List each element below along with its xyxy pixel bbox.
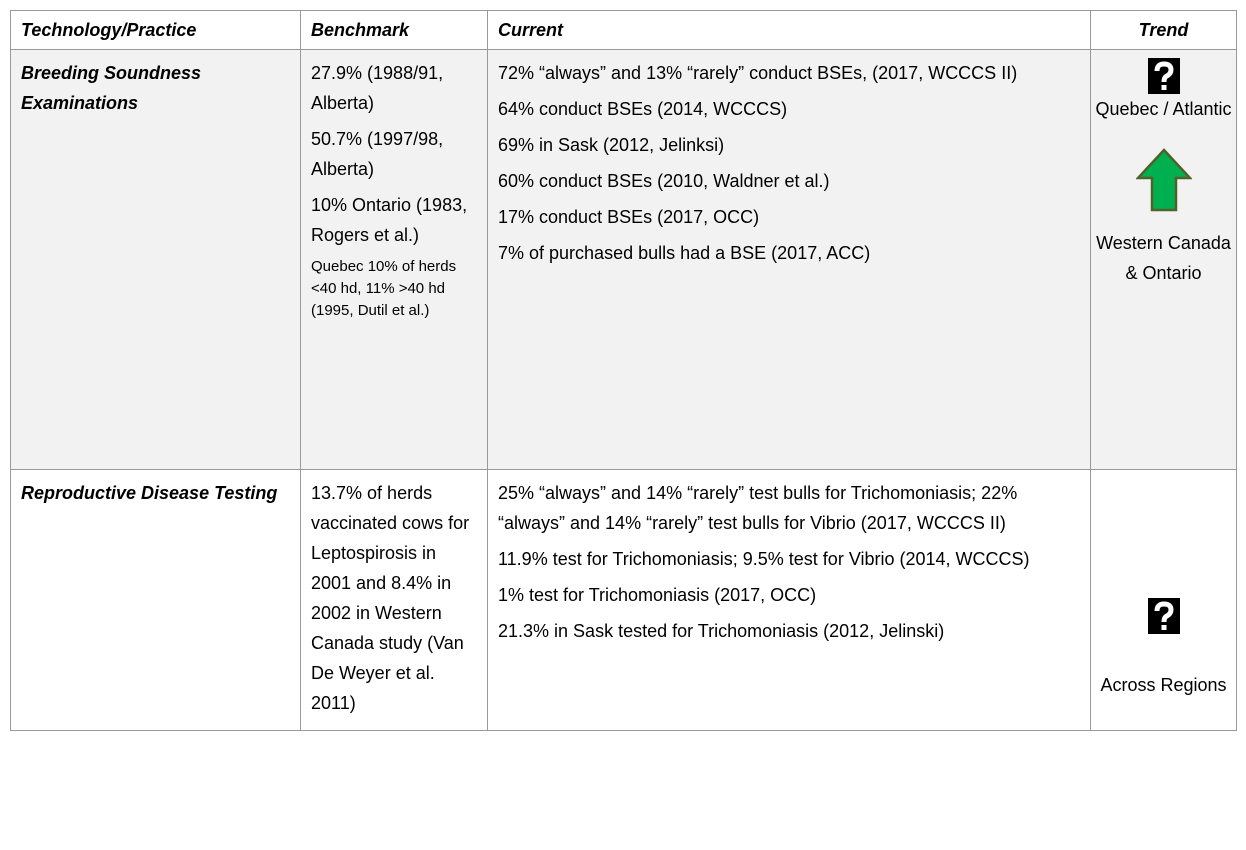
up-arrow [1135, 148, 1192, 212]
current: 17% conduct BSEs (2017, OCC) [498, 207, 760, 227]
benchmark: 13.7% of herds vaccinated cows for Lepto… [311, 483, 470, 713]
current: 72% “always” and 13% “rarely” conduct BS… [498, 63, 1018, 83]
benchmark: 50.7% (1997/98, Alberta) [311, 129, 444, 179]
current: 21.3% in Sask tested for Trichomoniasis … [498, 621, 945, 641]
current-cell: 72% “always” and 13% “rarely” conduct BS… [487, 49, 1091, 470]
trend-cell: Quebec / Atlantic Western Canada & Ontar… [1090, 49, 1237, 470]
trend-label: Quebec / Atlantic [1095, 99, 1232, 119]
trend-label: Across Regions [1100, 675, 1227, 695]
current: 69% in Sask (2012, Jelinksi) [498, 135, 725, 155]
header-row: Technology/Practice Benchmark Current Tr… [10, 10, 1237, 50]
trend-cell: Across Regions [1090, 469, 1237, 731]
row: Breeding Soundness Examinations 27.9% (1… [10, 49, 1237, 470]
benchmark: 27.9% (1988/91, Alberta) [311, 63, 444, 113]
current: 64% conduct BSEs (2014, WCCCS) [498, 99, 788, 119]
benchmark: 10% Ontario (1983, Rogers et al.) [311, 195, 468, 245]
trend-label: Western Canada & Ontario [1096, 233, 1231, 283]
header-cell: Technology/Practice [10, 10, 301, 50]
data-table: Technology/Practice Benchmark Current Tr… [10, 10, 1237, 731]
practice: Reproductive Disease Testing [10, 469, 301, 731]
current: 7% of purchased bulls had a BSE (2017, A… [498, 243, 871, 263]
practice: Breeding Soundness Examinations [10, 49, 301, 470]
current: 25% “always” and 14% “rarely” test bulls… [498, 483, 1018, 533]
current-cell: 25% “always” and 14% “rarely” test bulls… [487, 469, 1091, 731]
benchmark-cell: 13.7% of herds vaccinated cows for Lepto… [300, 469, 488, 731]
benchmark-cell: 27.9% (1988/91, Alberta) 50.7% (1997/98,… [300, 49, 488, 470]
header-cell: Benchmark [300, 10, 488, 50]
row: Reproductive Disease Testing 13.7% of he… [10, 469, 1237, 731]
question-icon [1147, 58, 1180, 94]
header-cell: Current [487, 10, 1091, 50]
current: 11.9% test for Trichomoniasis; 9.5% test… [498, 549, 1030, 569]
header-cell: Trend [1090, 10, 1237, 50]
benchmark: Quebec 10% of herds <40 hd, 11% >40 hd (… [311, 258, 457, 319]
current: 1% test for Trichomoniasis (2017, OCC) [498, 585, 817, 605]
current: 60% conduct BSEs (2010, Waldner et al.) [498, 171, 830, 191]
question-icon [1147, 598, 1180, 634]
